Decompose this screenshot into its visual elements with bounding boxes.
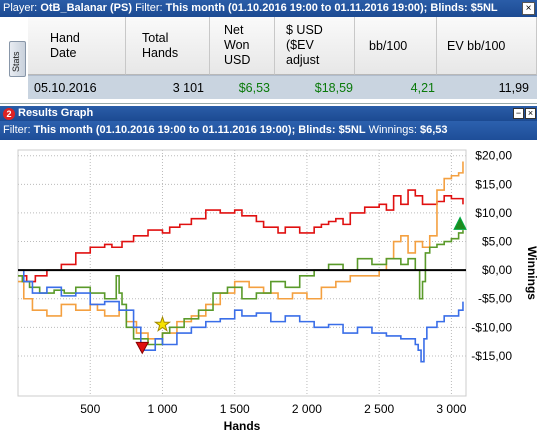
filter-value[interactable]: This month (01.10.2016 19:00 to 01.11.20… bbox=[165, 2, 498, 14]
series-line-green bbox=[18, 230, 464, 346]
y-tick-label: $10,00 bbox=[475, 206, 512, 220]
filter-label: Filter: bbox=[135, 2, 163, 14]
cell-hand-date: 05.10.2016 bbox=[34, 81, 97, 95]
column-label: Total Hands bbox=[142, 31, 179, 60]
cell-ev-bb100: 11,99 bbox=[498, 81, 529, 95]
results-chart[interactable]: 500 1 000 1 500 2 000 2 500 3 000 $20,00 $15,00… bbox=[0, 140, 537, 446]
x-tick-label: 500 bbox=[80, 402, 100, 416]
column-label: Net Won USD bbox=[224, 23, 251, 67]
x-tick-label: 1 000 bbox=[147, 402, 177, 416]
column-label: bb/100 bbox=[369, 39, 408, 53]
close-panel-icon[interactable]: × bbox=[525, 108, 536, 119]
cell-bb100: 4,21 bbox=[410, 81, 435, 95]
y-tick-label: -$15,00 bbox=[471, 349, 512, 363]
column-header-net-won[interactable]: Net Won USD bbox=[210, 17, 275, 75]
cell-net-won: $6,53 bbox=[238, 81, 270, 95]
x-axis-label: Hands bbox=[224, 419, 261, 433]
minimize-icon[interactable]: − bbox=[513, 108, 524, 119]
graph-filter-value[interactable]: This month (01.10.2016 19:00 to 01.11.20… bbox=[33, 124, 366, 136]
y-tick-label: -$5,00 bbox=[478, 292, 512, 306]
close-icon[interactable]: × bbox=[522, 2, 535, 15]
y-axis-label: Winnings bbox=[525, 246, 537, 300]
x-tick-label: 3 000 bbox=[436, 402, 466, 416]
stats-side-tab[interactable]: Stats bbox=[9, 41, 26, 77]
cell-total-hands: 3 101 bbox=[172, 81, 204, 95]
column-header-hand-date[interactable]: Hand Date bbox=[28, 17, 138, 75]
y-tick-label: $15,00 bbox=[475, 177, 512, 191]
winnings-value: $6,53 bbox=[419, 124, 448, 136]
plot-border bbox=[17, 149, 467, 397]
player-filter-bar: Player: OtB_Balanar (PS) Filter: This mo… bbox=[0, 0, 537, 17]
results-chart-svg: 500 1 000 1 500 2 000 2 500 3 000 $20,00 $15,00… bbox=[17, 149, 537, 433]
y-tick-label: $20,00 bbox=[475, 149, 512, 163]
x-tick-label: 2 500 bbox=[364, 402, 394, 416]
y-tick-label: -$10,00 bbox=[471, 320, 512, 334]
x-tick-label: 2 000 bbox=[292, 402, 322, 416]
graph-filter-label: Filter: bbox=[3, 124, 31, 136]
panel-number-badge: 2 bbox=[3, 108, 15, 120]
table-row[interactable]: 05.10.2016 3 101 $6,53 $18,59 4,21 11,99 bbox=[28, 75, 537, 99]
column-label: Hand Date bbox=[50, 31, 80, 60]
x-tick-label: 1 500 bbox=[220, 402, 250, 416]
player-label: Player: bbox=[3, 2, 38, 14]
player-value[interactable]: OtB_Balanar (PS) bbox=[40, 2, 133, 14]
column-label: $ USD ($EV adjust bbox=[286, 23, 323, 67]
low-point-marker bbox=[135, 341, 150, 355]
stats-tab-label: Stats bbox=[11, 51, 21, 72]
y-tick-label: $0,00 bbox=[482, 263, 512, 277]
series-line-blue bbox=[18, 269, 464, 363]
column-header-total-hands[interactable]: Total Hands bbox=[126, 17, 210, 75]
winnings-label: Winnings: bbox=[368, 124, 417, 136]
y-tick-label: $5,00 bbox=[482, 235, 512, 249]
high-point-marker bbox=[453, 216, 467, 230]
star-marker bbox=[153, 315, 172, 332]
series-line-orange bbox=[18, 161, 464, 340]
column-header-ev-bb100[interactable]: EV bb/100 bbox=[437, 17, 537, 75]
cell-usd-ev: $18,59 bbox=[314, 81, 353, 95]
column-label: EV bb/100 bbox=[447, 39, 506, 53]
column-header-usd-ev[interactable]: $ USD ($EV adjust bbox=[275, 17, 355, 75]
column-header-bb100[interactable]: bb/100 bbox=[355, 17, 437, 75]
graph-filter-bar: Filter: This month (01.10.2016 19:00 to … bbox=[0, 121, 537, 140]
results-graph-title: Results Graph bbox=[0, 106, 537, 121]
series-line-red bbox=[18, 189, 464, 283]
